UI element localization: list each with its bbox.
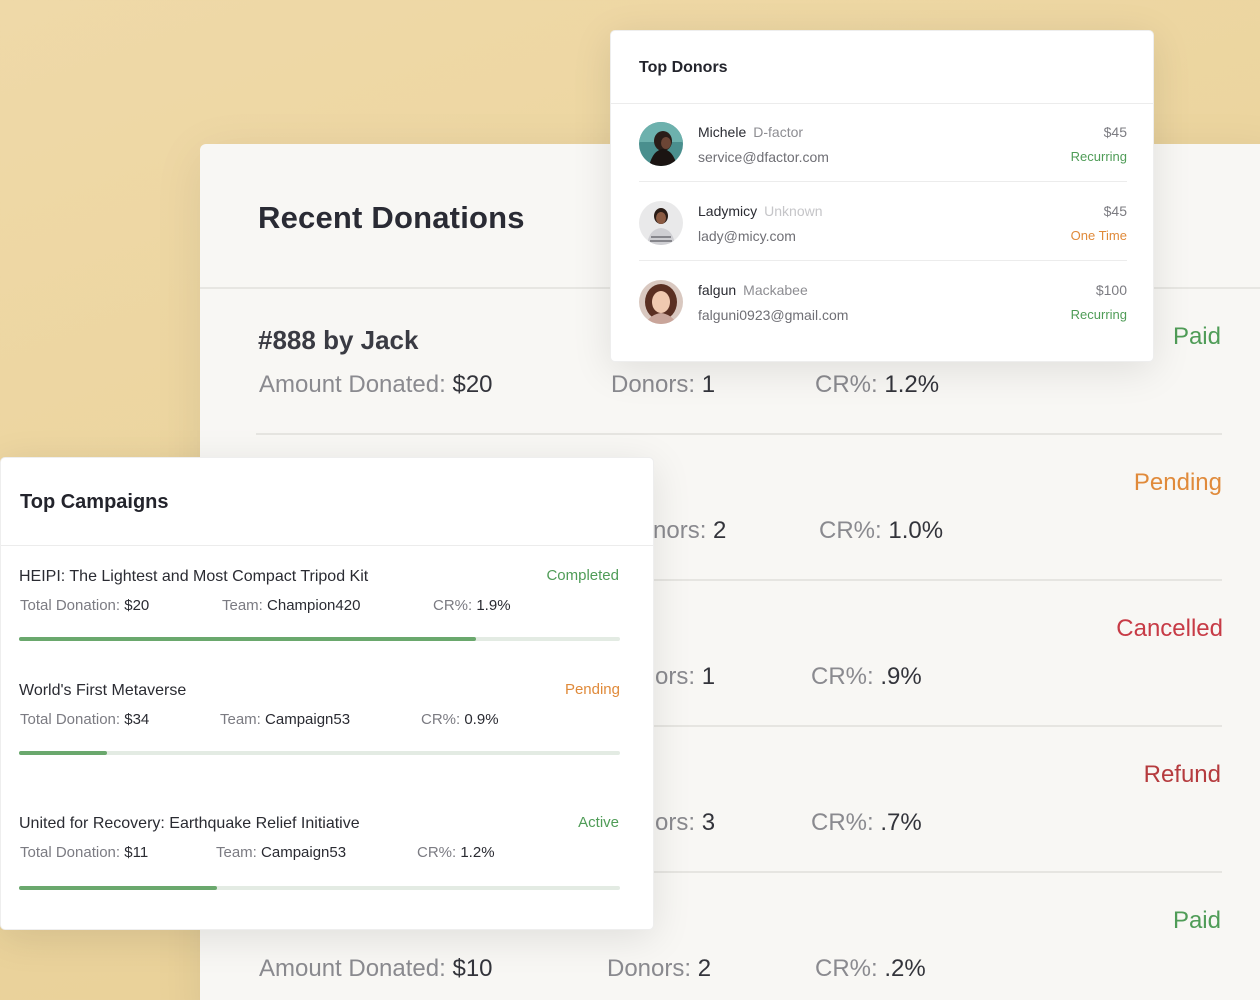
donor-name-line: falgun Mackabee [698, 282, 808, 298]
donation-row[interactable]: ors: 3 CR%: .7% Refund [200, 727, 1260, 873]
donor-email: lady@micy.com [698, 228, 796, 244]
donor-name-line: Ladymicy Unknown [698, 203, 823, 219]
top-campaigns-title: Top Campaigns [20, 491, 169, 513]
donor-amount: $100 [1095, 282, 1127, 298]
row-divider [256, 579, 1222, 581]
donor-org: Unknown [764, 203, 823, 219]
donor-item[interactable]: Michele D-factor service@dfactor.com $45 … [639, 104, 1127, 182]
donor-name-line: Michele D-factor [698, 124, 803, 140]
donors-count: ors: 1 [655, 663, 716, 690]
cr-percent: CR%: .9% [811, 663, 922, 690]
row-divider [256, 433, 1222, 435]
cr-percent: CR%: .7% [811, 809, 922, 836]
total-donation: Total Donation: $20 [20, 597, 150, 614]
progress-fill [19, 637, 476, 641]
donor-name: falgun [698, 282, 737, 298]
donor-name: Ladymicy [698, 203, 758, 219]
progress-bar [19, 751, 620, 755]
campaign-item[interactable]: HEIPI: The Lightest and Most Compact Tri… [19, 567, 621, 688]
campaign-item[interactable]: United for Recovery: Earthquake Relief I… [19, 814, 621, 935]
donation-row[interactable]: nors: 2 CR%: 1.0% Pending [200, 435, 1260, 581]
row-divider [639, 181, 1127, 182]
avatar [639, 280, 683, 324]
total-donation: Total Donation: $11 [20, 844, 149, 861]
campaign-name: World's First Metaverse [19, 682, 187, 699]
avatar [639, 201, 683, 245]
campaign-item[interactable]: World's First Metaverse Pending Total Do… [19, 681, 621, 802]
top-campaigns-card: Top Campaigns HEIPI: The Lightest and Mo… [0, 457, 654, 930]
donor-item[interactable]: falgun Mackabee falguni0923@gmail.com $10… [639, 262, 1127, 340]
cr-percent: CR%: 1.2% [815, 371, 940, 398]
status-badge: Pending [564, 681, 620, 698]
status-badge: Refund [1143, 761, 1221, 788]
progress-bar [19, 637, 620, 641]
cr-percent: CR%: 1.9% [433, 597, 511, 614]
donor-email: falguni0923@gmail.com [698, 307, 849, 323]
donor-email: service@dfactor.com [698, 149, 829, 165]
donor-org: Mackabee [743, 282, 808, 298]
status-badge: Paid [1172, 323, 1221, 350]
team: Team: Campaign53 [220, 711, 351, 728]
progress-fill [19, 886, 218, 890]
donation-type: One Time [1070, 228, 1127, 243]
cr-percent: CR%: 1.0% [819, 517, 944, 544]
progress-fill [19, 751, 108, 755]
donors-count: nors: 2 [653, 517, 727, 544]
donation-title: #888 by Jack [258, 325, 419, 355]
team: Team: Campaign53 [216, 844, 347, 861]
divider [611, 103, 1153, 104]
team: Team: Champion420 [222, 597, 361, 614]
donor-amount: $45 [1103, 203, 1127, 219]
campaign-name: United for Recovery: Earthquake Relief I… [19, 815, 360, 832]
cr-percent: CR%: 1.2% [417, 844, 495, 861]
row-divider [256, 725, 1222, 727]
campaign-name: HEIPI: The Lightest and Most Compact Tri… [19, 568, 369, 585]
row-divider [639, 260, 1127, 261]
donor-amount: $45 [1103, 124, 1127, 140]
donation-type: Recurring [1070, 149, 1127, 164]
amount-donated: Amount Donated: $20 [259, 371, 493, 398]
donors-count: Donors: 1 [611, 371, 716, 398]
total-donation: Total Donation: $34 [20, 711, 150, 728]
status-badge: Paid [1172, 907, 1221, 934]
status-badge: Pending [1133, 469, 1222, 496]
status-badge: Completed [546, 567, 619, 584]
status-badge: Active [578, 814, 619, 831]
status-badge: Cancelled [1116, 615, 1223, 642]
donors-count: Donors: 2 [607, 955, 712, 982]
top-donors-card: Top Donors Michele D-factor service@dfact… [610, 30, 1154, 362]
donation-row[interactable]: ors: 1 CR%: .9% Cancelled [200, 581, 1260, 727]
row-divider [256, 871, 1222, 873]
donation-row[interactable]: Amount Donated: $10 Donors: 2 CR%: .2% P… [200, 873, 1260, 1000]
divider [1, 545, 653, 546]
progress-bar [19, 886, 620, 890]
recent-donations-title: Recent Donations [258, 200, 525, 235]
donor-org: D-factor [753, 124, 804, 140]
donor-name: Michele [698, 124, 747, 140]
cr-percent: CR%: .2% [815, 955, 926, 982]
donor-item[interactable]: Ladymicy Unknown lady@micy.com $45 One Ti… [639, 183, 1127, 261]
donation-row[interactable]: #888 by Jack Amount Donated: $20 Donors:… [200, 289, 1260, 435]
cr-percent: CR%: 0.9% [421, 711, 499, 728]
avatar [639, 122, 683, 166]
top-donors-title: Top Donors [639, 59, 728, 76]
donors-count: ors: 3 [655, 809, 716, 836]
donation-type: Recurring [1070, 307, 1127, 322]
amount-donated: Amount Donated: $10 [259, 955, 493, 982]
